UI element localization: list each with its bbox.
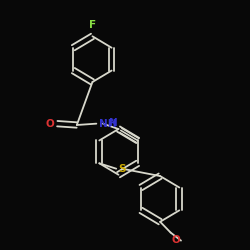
Text: O: O xyxy=(46,119,54,129)
Text: S: S xyxy=(118,164,126,174)
Text: F: F xyxy=(89,20,96,30)
Text: O: O xyxy=(171,235,180,245)
Text: N: N xyxy=(110,118,118,128)
Text: NH: NH xyxy=(100,119,117,129)
